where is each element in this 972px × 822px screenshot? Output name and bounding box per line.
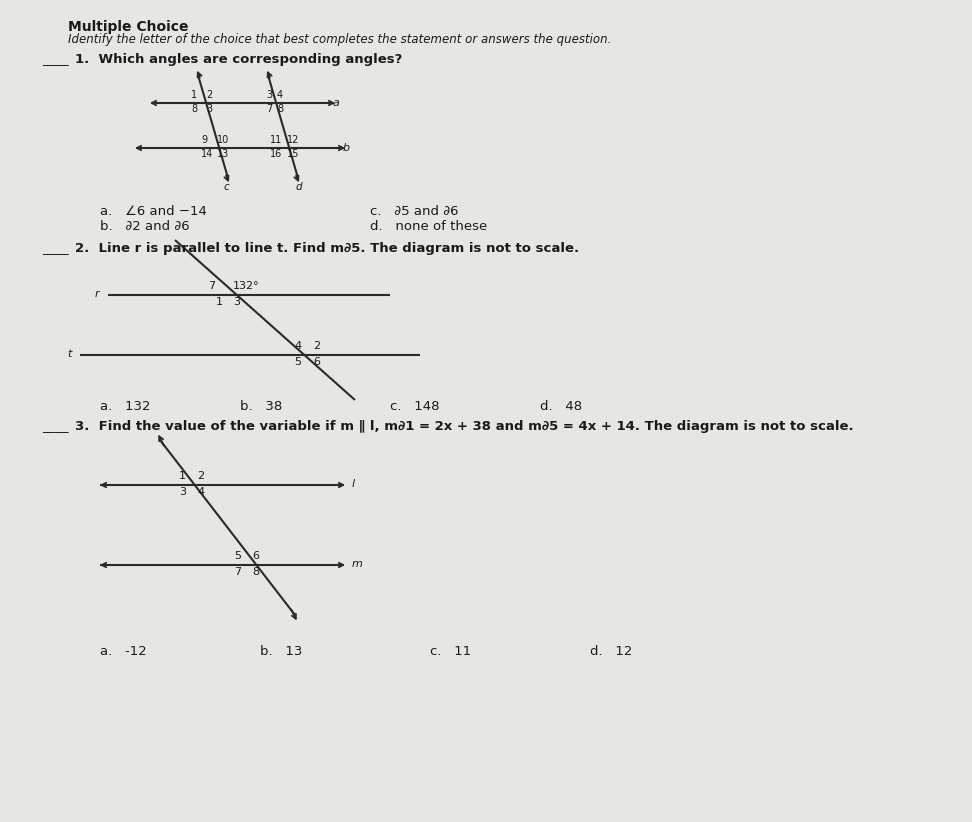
Text: ____: ____ [42, 242, 68, 255]
Text: 2: 2 [313, 341, 320, 351]
Text: a: a [333, 98, 340, 108]
Text: 2: 2 [197, 471, 204, 481]
Text: 2: 2 [206, 90, 212, 100]
Text: ____: ____ [42, 420, 68, 433]
Text: 1.  Which angles are corresponding angles?: 1. Which angles are corresponding angles… [75, 53, 402, 66]
Text: 10: 10 [217, 135, 229, 145]
Text: 15: 15 [287, 149, 299, 159]
Text: b.   13: b. 13 [260, 645, 302, 658]
Text: a.   132: a. 132 [100, 400, 151, 413]
Text: 16: 16 [270, 149, 282, 159]
Text: 1: 1 [191, 90, 197, 100]
Text: 7: 7 [234, 567, 241, 577]
Text: l: l [352, 479, 355, 489]
Text: b: b [343, 143, 350, 153]
Text: r: r [95, 289, 99, 299]
Text: ____: ____ [42, 53, 68, 66]
Text: 4: 4 [277, 90, 283, 100]
Text: 4: 4 [294, 341, 301, 351]
Text: 7: 7 [208, 281, 215, 291]
Text: 8: 8 [191, 104, 197, 114]
Text: d: d [296, 182, 302, 192]
Text: 7: 7 [266, 104, 272, 114]
Text: 5: 5 [294, 357, 301, 367]
Text: c.   11: c. 11 [430, 645, 471, 658]
Text: 3.  Find the value of the variable if m ∥ l, m∂1 = 2x + 38 and m∂5 = 4x + 14. Th: 3. Find the value of the variable if m ∥… [75, 420, 853, 433]
Text: 11: 11 [270, 135, 282, 145]
Text: 12: 12 [287, 135, 299, 145]
Text: 6: 6 [252, 551, 259, 561]
Text: m: m [352, 559, 363, 569]
Text: 2.  Line r is parallel to line t. Find m∂5. The diagram is not to scale.: 2. Line r is parallel to line t. Find m∂… [75, 242, 579, 255]
Text: 13: 13 [217, 149, 229, 159]
Text: c.   148: c. 148 [390, 400, 439, 413]
Text: 1: 1 [179, 471, 186, 481]
Text: d.   48: d. 48 [540, 400, 582, 413]
Text: 1: 1 [216, 297, 223, 307]
Text: 6: 6 [313, 357, 320, 367]
Text: t: t [67, 349, 71, 359]
Text: Multiple Choice: Multiple Choice [68, 20, 189, 34]
Text: a.   -12: a. -12 [100, 645, 147, 658]
Text: 3: 3 [233, 297, 240, 307]
Text: a.   ∠6 and −14: a. ∠6 and −14 [100, 205, 207, 218]
Text: b.   38: b. 38 [240, 400, 282, 413]
Text: d.   12: d. 12 [590, 645, 633, 658]
Text: c.   ∂5 and ∂6: c. ∂5 and ∂6 [370, 205, 459, 218]
Text: 8: 8 [277, 104, 283, 114]
Text: d.   none of these: d. none of these [370, 220, 487, 233]
Text: 3: 3 [266, 90, 272, 100]
Text: 132°: 132° [233, 281, 260, 291]
Text: 3: 3 [179, 487, 186, 497]
Text: 3: 3 [206, 104, 212, 114]
Text: 9: 9 [201, 135, 207, 145]
Text: 5: 5 [234, 551, 241, 561]
Text: b.   ∂2 and ∂6: b. ∂2 and ∂6 [100, 220, 190, 233]
Text: 14: 14 [201, 149, 213, 159]
Text: c: c [224, 182, 229, 192]
Text: Identify the letter of the choice that best completes the statement or answers t: Identify the letter of the choice that b… [68, 33, 611, 46]
Text: 4: 4 [197, 487, 204, 497]
Text: 8: 8 [252, 567, 260, 577]
